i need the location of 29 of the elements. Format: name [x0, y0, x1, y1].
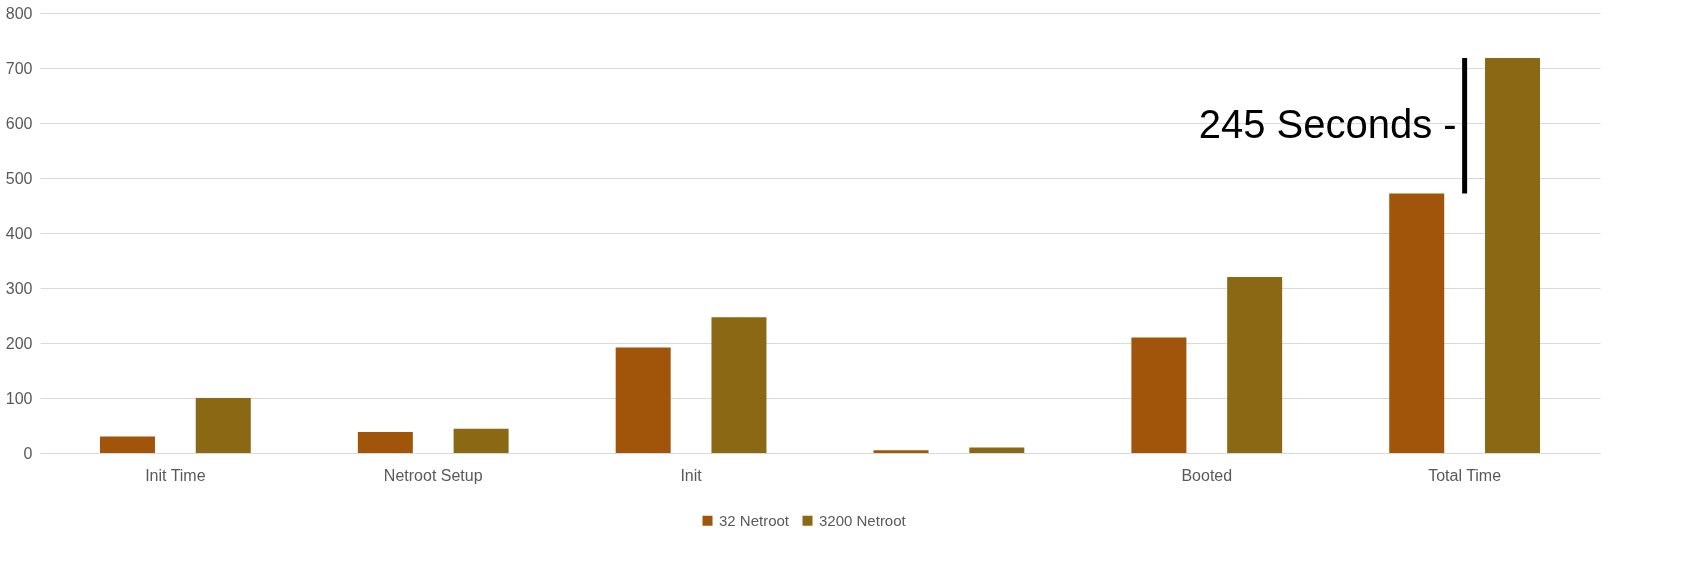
legend-label: 32 Netroot — [719, 511, 790, 529]
x-tick-label: Init Time — [145, 466, 206, 484]
bar — [453, 428, 509, 453]
x-tick-label: Netroot Setup — [383, 466, 483, 484]
y-tick-label: 300 — [5, 279, 33, 297]
bar — [1389, 193, 1445, 453]
x-tick-label: Total Time — [1428, 466, 1502, 484]
bar — [195, 398, 251, 453]
y-tick-label: 200 — [5, 334, 33, 352]
y-tick-label: 500 — [5, 169, 33, 187]
y-tick-label: 700 — [5, 59, 33, 77]
bar — [1227, 277, 1283, 453]
y-tick-label: 600 — [5, 114, 33, 132]
y-tick-label: 800 — [5, 4, 33, 22]
y-tick-label: 400 — [5, 224, 33, 242]
annotation: 245 Seconds - — [1198, 101, 1457, 146]
bar — [99, 436, 155, 453]
bar — [873, 450, 929, 453]
y-tick-label: 0 — [23, 444, 33, 462]
bar — [711, 317, 767, 453]
x-tick-label: Init — [680, 466, 703, 484]
bar — [615, 347, 671, 453]
bar — [357, 432, 413, 453]
x-tick-label: Booted — [1181, 466, 1233, 484]
legend-label: 3200 Netroot — [819, 511, 907, 529]
bar — [969, 447, 1025, 453]
y-tick-label: 100 — [5, 389, 33, 407]
bar — [1485, 58, 1541, 453]
bar — [1131, 337, 1187, 453]
